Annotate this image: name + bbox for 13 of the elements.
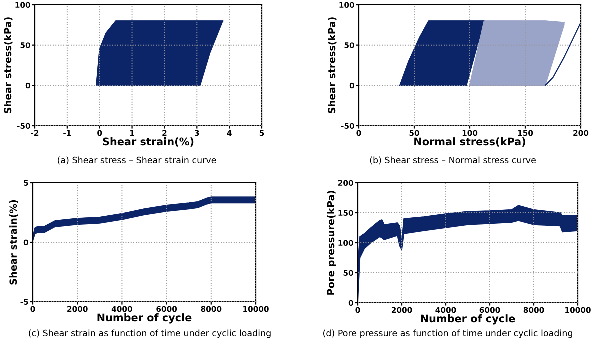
line-series (544, 22, 581, 86)
text: (d) Pore pressure as function of time under cyclic loading (324, 330, 572, 338)
x-axis-title: Number of cycle (98, 314, 192, 324)
x-axis-title: Number of cycle (421, 314, 516, 325)
x-axis-title: Normal stress(kPa) (414, 138, 526, 147)
text: (a) Shear stress – Shear strain curve (58, 156, 216, 165)
y-axis-title: Shear strain(%) (10, 200, 18, 285)
y-axis-title: Shear stress(kPa) (4, 18, 13, 114)
text: (b) Shear stress – Normal stress curve (370, 156, 536, 165)
y-axis-title: Shear stress(kPa) (328, 18, 337, 114)
x-axis-title: Shear strain(%) (103, 138, 194, 147)
y-axis-title: Pore pressure(kPa) (327, 191, 336, 295)
text: (c) Shear strain as function of time under cyclic loading (29, 330, 271, 338)
